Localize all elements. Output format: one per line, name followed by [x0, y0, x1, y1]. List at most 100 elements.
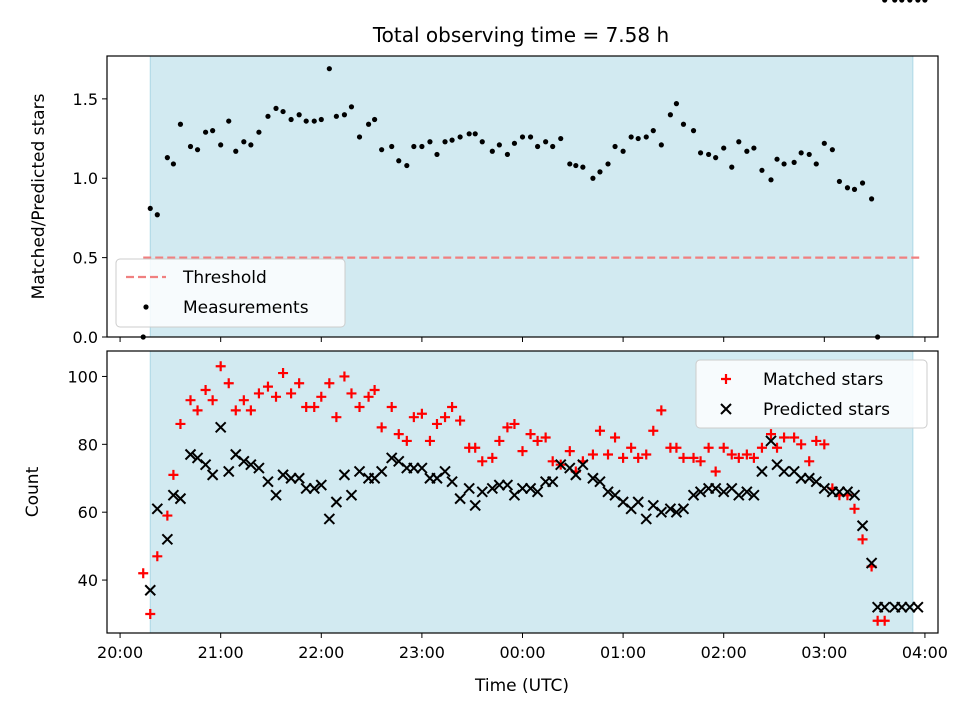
matched-star-point [641, 449, 652, 460]
measurement-point [806, 151, 812, 158]
measurement-point [379, 147, 385, 153]
y-axis-label: Count [23, 466, 43, 517]
matched-star-point [564, 446, 575, 457]
predicted-star-point [206, 469, 219, 481]
x-tick-label: 04:00 [902, 643, 948, 662]
predicted-star-point [741, 486, 753, 498]
matched-star-point [152, 551, 163, 562]
chart-title: Total observing time = 7.58 h [372, 23, 669, 47]
matched-star-point [440, 412, 451, 423]
measurement-point [318, 116, 324, 123]
matched-star-point [223, 378, 234, 389]
predicted-star-point [912, 601, 924, 613]
matched-star-point [230, 405, 241, 416]
measurement-point [326, 66, 332, 72]
predicted-star-point [223, 465, 235, 478]
measurement-point [154, 212, 160, 218]
measurement-point [187, 143, 194, 150]
matched-star-point [748, 452, 759, 463]
measurement-point [434, 151, 440, 158]
predicted-star-point [167, 489, 180, 501]
matched-star-point [695, 456, 706, 467]
legend-matched-swatch [721, 374, 731, 384]
measurement-point [164, 155, 170, 161]
matched-star-point [517, 446, 528, 457]
measurement-point [915, 0, 921, 3]
matched-star-point [811, 435, 822, 446]
legend-bottom: Matched stars Predicted stars [695, 359, 928, 429]
matched-star-point [879, 615, 890, 626]
legend-measurements-label: Measurements [183, 298, 309, 318]
measurement-point [836, 178, 843, 185]
measurement-point [411, 143, 417, 150]
matched-star-point [424, 435, 435, 446]
predicted-star-point [353, 465, 366, 478]
measurement-point [457, 134, 463, 140]
matched-star-point [494, 435, 505, 446]
matched-star-point [207, 395, 218, 406]
matched-star-point [688, 452, 699, 463]
predicted-star-point [161, 533, 174, 546]
measurement-point [667, 112, 673, 118]
measurement-point [248, 142, 254, 148]
measurement-point [791, 159, 797, 165]
matched-star-point [431, 418, 442, 429]
matched-star-point [324, 378, 335, 389]
matched-star-point [393, 429, 404, 440]
matched-star-point [138, 568, 149, 579]
matched-star-point [253, 388, 264, 399]
x-tick-label: 03:00 [801, 643, 847, 662]
predicted-star-point [446, 475, 458, 488]
matched-star-point [765, 429, 776, 440]
predicted-star-point [199, 458, 212, 471]
y-tick-label: 0.0 [73, 328, 98, 347]
matched-star-point [540, 432, 551, 443]
predicted-star-point [262, 475, 274, 488]
measurement-point [534, 143, 541, 150]
measurement-point [680, 121, 687, 127]
measurement-point [404, 162, 410, 169]
matched-star-point [354, 401, 365, 412]
predicted-star-point [748, 489, 760, 501]
matched-star-point [408, 412, 419, 423]
predicted-star-point [778, 465, 790, 478]
matched-star-point [162, 510, 173, 521]
measurement-point [202, 129, 209, 135]
measurement-point [170, 161, 176, 167]
matched-star-point [215, 361, 226, 372]
measurement-point [496, 142, 502, 148]
matched-star-point [386, 401, 397, 412]
matched-star-point [185, 395, 196, 406]
legend-top: Threshold Measurements [115, 258, 346, 328]
measurement-point [389, 143, 395, 150]
matched-star-point [401, 435, 412, 446]
predicted-star-point [214, 421, 227, 434]
measurement-point [194, 147, 201, 153]
predicted-star-point [501, 479, 514, 491]
measurement-point [489, 148, 495, 154]
predicted-star-point [439, 465, 451, 478]
measurement-point [567, 161, 573, 167]
measurement-point [504, 151, 511, 158]
predicted-star-point [709, 482, 722, 495]
legend-box [695, 359, 928, 429]
predicted-star-point [253, 462, 265, 474]
y-axis-label: Matched/Predicted stars [29, 93, 49, 299]
y-tick-label: 0.5 [73, 249, 98, 268]
predicted-star-point [602, 486, 614, 498]
measurement-point [721, 145, 727, 151]
matched-star-point [741, 449, 752, 460]
measurement-point [265, 113, 271, 119]
predicted-star-point [338, 469, 351, 481]
measurement-point [218, 142, 224, 148]
top-panel: 0.0 0.5 1.0 1.5 Matched/Predicted stars Thres… [29, 0, 939, 347]
predicted-star-point [848, 489, 861, 501]
y-tick-label: 40 [78, 571, 98, 590]
top-axes-frame [106, 55, 939, 338]
predicted-star-point [555, 458, 567, 471]
predicted-star-point [818, 482, 831, 495]
predicted-star-point [694, 486, 707, 498]
measurement-point [333, 113, 339, 119]
matched-star-point [376, 422, 387, 433]
matched-star-point [525, 429, 536, 440]
